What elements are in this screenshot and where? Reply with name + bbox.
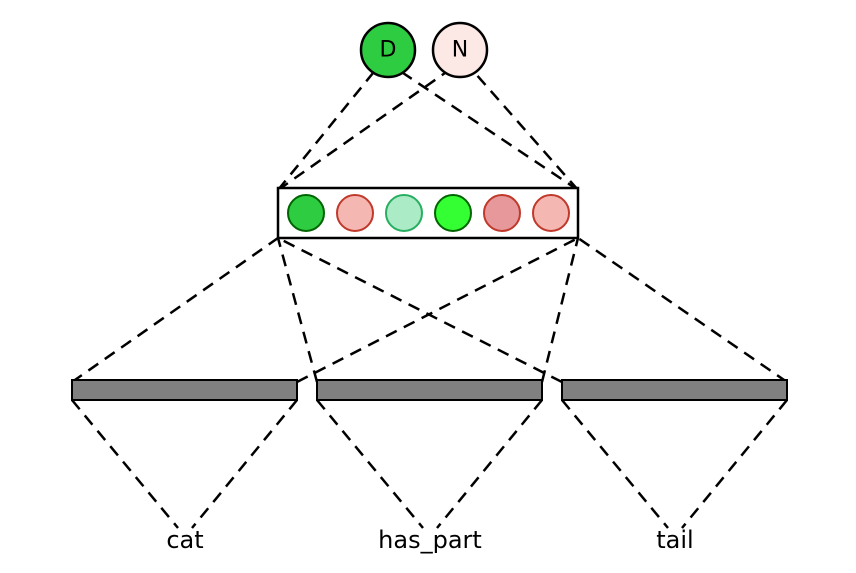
edge	[278, 238, 562, 382]
network-diagram: D Ncat has_part tail	[0, 0, 856, 573]
edge	[278, 73, 445, 190]
edge	[317, 400, 423, 528]
bar-cat	[72, 380, 297, 400]
edge	[437, 400, 542, 528]
edge	[562, 400, 668, 528]
edges-top	[278, 73, 578, 190]
edge	[72, 238, 278, 382]
edge	[542, 238, 578, 382]
bar-tail	[562, 380, 787, 400]
edges-bottom	[72, 400, 787, 528]
hidden-unit-2	[386, 195, 422, 231]
edge	[578, 238, 787, 382]
edge	[72, 400, 178, 528]
top-node-label-D: D	[380, 38, 397, 63]
edge	[297, 238, 578, 382]
hidden-unit-1	[337, 195, 373, 231]
hidden-unit-0	[288, 195, 324, 231]
hidden-unit-4	[484, 195, 520, 231]
label-cat: cat	[166, 526, 203, 554]
hidden-unit-5	[533, 195, 569, 231]
label-tail: tail	[656, 526, 693, 554]
edge	[403, 73, 578, 190]
hidden-unit-3	[435, 195, 471, 231]
bar-has_part	[317, 380, 542, 400]
label-has_part: has_part	[378, 526, 482, 554]
edge	[278, 73, 373, 190]
edge	[192, 400, 297, 528]
top-node-label-N: N	[452, 38, 468, 63]
edge	[682, 400, 787, 528]
edges-mid	[72, 238, 787, 382]
edge	[278, 238, 317, 382]
